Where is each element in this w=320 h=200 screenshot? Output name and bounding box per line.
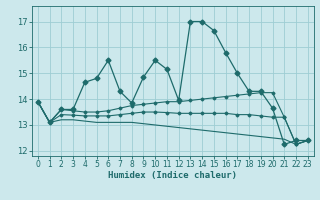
X-axis label: Humidex (Indice chaleur): Humidex (Indice chaleur) xyxy=(108,171,237,180)
